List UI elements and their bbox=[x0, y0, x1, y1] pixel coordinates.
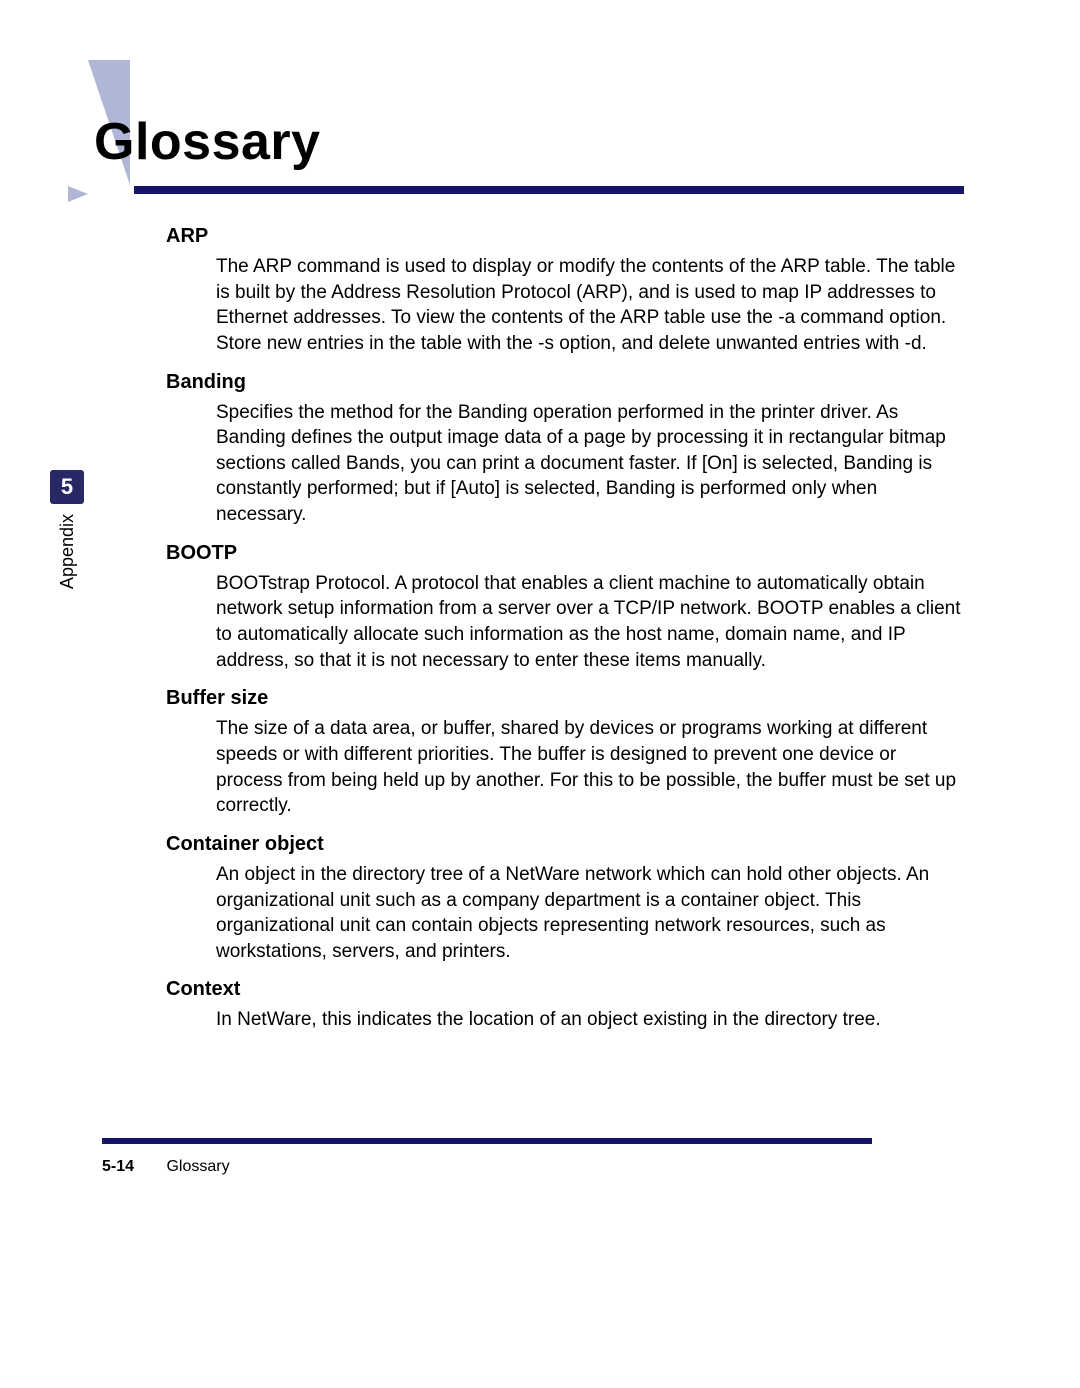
glossary-entry: Banding Specifies the method for the Ban… bbox=[88, 371, 998, 528]
glossary-entry: BOOTP BOOTstrap Protocol. A protocol tha… bbox=[88, 542, 998, 674]
chapter-label: Appendix bbox=[57, 514, 78, 589]
glossary-term: Banding bbox=[166, 371, 998, 394]
glossary-entry: Buffer size The size of a data area, or … bbox=[88, 687, 998, 819]
glossary-definition: Specifies the method for the Banding ope… bbox=[216, 400, 963, 528]
section-title: Glossary bbox=[94, 112, 321, 172]
glossary-definition: The ARP command is used to display or mo… bbox=[216, 254, 963, 357]
glossary-definition: BOOTstrap Protocol. A protocol that enab… bbox=[216, 571, 963, 674]
arrow-decoration bbox=[68, 186, 88, 202]
section-header: Glossary bbox=[88, 60, 998, 200]
side-tab: 5 Appendix bbox=[50, 470, 84, 589]
page-number: 5-14 bbox=[102, 1158, 134, 1175]
glossary-definition: In NetWare, this indicates the location … bbox=[216, 1007, 963, 1033]
glossary-entry: Context In NetWare, this indicates the l… bbox=[88, 978, 998, 1033]
footer-section-name: Glossary bbox=[166, 1158, 229, 1175]
header-rule bbox=[134, 186, 964, 194]
glossary-definition: The size of a data area, or buffer, shar… bbox=[216, 716, 963, 819]
page-content: Glossary ARP The ARP command is used to … bbox=[88, 60, 998, 1047]
footer: 5-14 Glossary bbox=[102, 1158, 230, 1176]
glossary-term: Container object bbox=[166, 833, 998, 856]
glossary-definition: An object in the directory tree of a Net… bbox=[216, 862, 963, 965]
glossary-entry: Container object An object in the direct… bbox=[88, 833, 998, 965]
glossary-term: ARP bbox=[166, 225, 998, 248]
glossary-term: Context bbox=[166, 978, 998, 1001]
chapter-number-box: 5 bbox=[50, 470, 84, 504]
glossary-entries: ARP The ARP command is used to display o… bbox=[88, 225, 998, 1033]
glossary-entry: ARP The ARP command is used to display o… bbox=[88, 225, 998, 357]
footer-rule bbox=[102, 1138, 872, 1144]
glossary-term: Buffer size bbox=[166, 687, 998, 710]
chapter-number: 5 bbox=[61, 474, 73, 500]
glossary-term: BOOTP bbox=[166, 542, 998, 565]
